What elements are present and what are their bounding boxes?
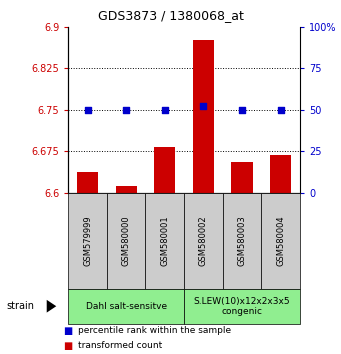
Text: GSM580004: GSM580004 [276,215,285,266]
Point [239,107,245,113]
Text: strain: strain [7,301,35,311]
Point [278,107,283,113]
Point [85,107,90,113]
Bar [77,172,98,193]
Text: Dahl salt-sensitve: Dahl salt-sensitve [86,302,167,311]
Text: percentile rank within the sample: percentile rank within the sample [78,326,232,335]
Text: GSM580001: GSM580001 [160,215,169,266]
Bar [193,40,214,193]
Text: ■: ■ [63,341,73,351]
Text: GSM579999: GSM579999 [83,215,92,266]
Bar [116,186,137,193]
Bar [232,162,253,193]
Text: S.LEW(10)x12x2x3x5
congenic: S.LEW(10)x12x2x3x5 congenic [194,297,291,316]
Text: GSM580002: GSM580002 [199,215,208,266]
Text: GDS3873 / 1380068_at: GDS3873 / 1380068_at [98,9,243,22]
Text: ■: ■ [63,326,73,336]
Polygon shape [47,300,56,313]
Text: GSM580000: GSM580000 [122,215,131,266]
Text: GSM580003: GSM580003 [238,215,247,266]
Bar [270,155,291,193]
Text: transformed count: transformed count [78,341,163,350]
Point [123,107,129,113]
Bar [154,148,176,193]
Point [162,107,167,113]
Point [201,104,206,109]
